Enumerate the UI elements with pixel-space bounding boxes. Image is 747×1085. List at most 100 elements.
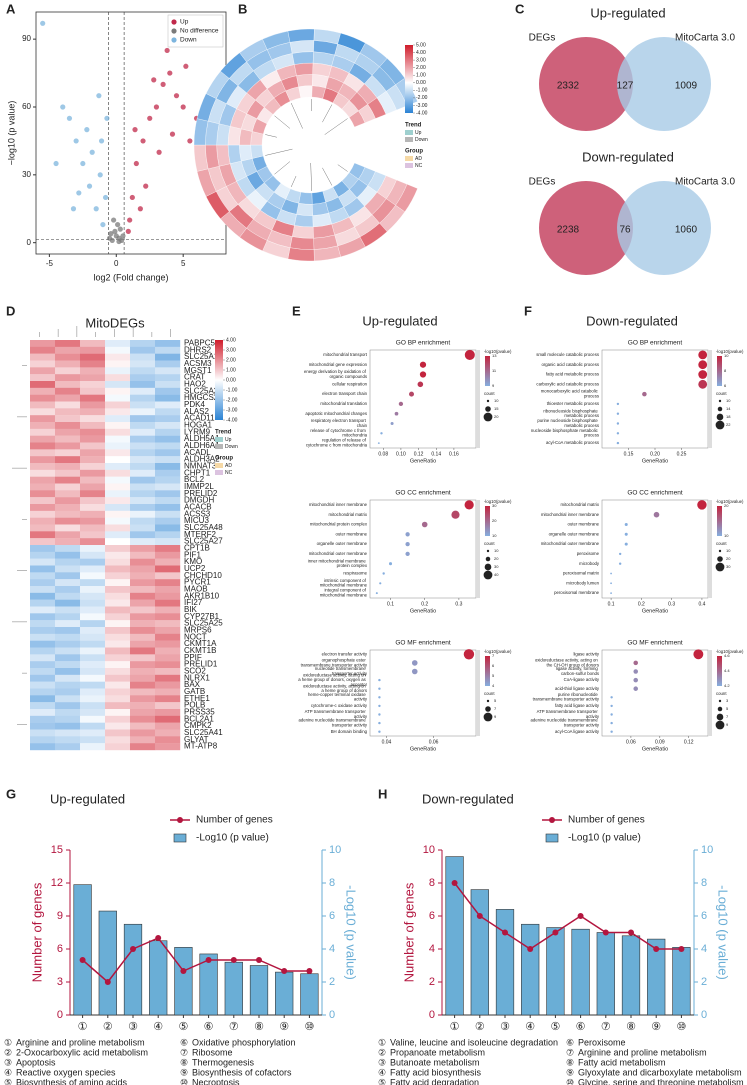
heat-cell (155, 353, 181, 361)
x-tick-label: 0.4 (698, 601, 705, 607)
point (108, 231, 114, 237)
heat-cell (80, 654, 106, 662)
heat-cell (155, 606, 181, 614)
heat-cell (30, 640, 56, 648)
term-label: heme-copper terminal oxidase activity (308, 692, 368, 702)
heat-cell (105, 387, 131, 395)
heat-cell (80, 476, 106, 484)
heat-cell (30, 504, 56, 512)
heat-cell (155, 408, 181, 416)
dot (464, 349, 475, 360)
x-axis-label: GeneRatio (410, 746, 436, 752)
row-label: SLC25A27 (184, 537, 223, 546)
dot (380, 432, 383, 435)
heat-cell (80, 627, 106, 635)
row-label: SLC25A25 (184, 619, 223, 628)
size-legend-dot (717, 706, 723, 712)
legend-label: Down (415, 137, 428, 143)
heat-cell (130, 353, 156, 361)
row-label: PRELID1 (184, 660, 218, 669)
heat-cell (55, 497, 81, 505)
colorbar (485, 356, 490, 386)
heat-cell (105, 688, 131, 696)
x-tick-label: 0.20 (650, 451, 660, 457)
term-label: integral component of mitochondrial memb… (320, 588, 368, 598)
heat-cell (130, 565, 156, 573)
row-label: SLC25A18 (184, 352, 223, 361)
heat-cell (30, 401, 56, 409)
bar (546, 927, 565, 1016)
heat-cell (105, 538, 131, 546)
heat-cell (105, 647, 131, 655)
heat-cell (298, 85, 313, 99)
heat-cell (55, 681, 81, 689)
dot (698, 379, 708, 389)
size-legend-label: 5 (726, 706, 729, 711)
colorbar-tick-label: -1.00 (416, 88, 428, 94)
heat-cell (105, 640, 131, 648)
legend-title: count (484, 691, 495, 696)
colorbar-tick-label: -3.00 (226, 407, 238, 413)
x-tick-label: ② (475, 1021, 485, 1033)
heat-cell (130, 428, 156, 436)
heat-cell (105, 661, 131, 669)
heat-cell (30, 661, 56, 669)
heat-cell (289, 40, 315, 54)
bar (275, 971, 294, 1016)
y-tick-label: 12 (51, 877, 63, 889)
key-label: Biosynthesis of amino acids (16, 1077, 128, 1085)
line-marker (230, 957, 237, 963)
heat-cell (155, 476, 181, 484)
heat-cell (55, 579, 81, 587)
x-tick-label: ⑧ (254, 1021, 264, 1033)
term-label: oxidoreductase activity, acting on a hem… (298, 672, 367, 687)
heat-cell (105, 736, 131, 744)
dot (616, 441, 620, 445)
heat-cell (130, 483, 156, 491)
heat-cell (30, 709, 56, 717)
colorbar-tick-label: 13 (492, 353, 497, 358)
line (82, 937, 310, 984)
dot (618, 552, 622, 556)
key-label: Biosynthesis of cofactors (192, 1067, 292, 1077)
heat-cell (250, 144, 264, 159)
point (89, 149, 95, 155)
key-label: Necroptosis (192, 1077, 240, 1085)
legend-title: -log10(pvalue) (484, 649, 512, 654)
heat-cell (80, 442, 106, 450)
legend-title: count (484, 391, 495, 396)
legend-swatch (405, 137, 413, 142)
dot (379, 582, 382, 585)
point (70, 206, 77, 212)
line (454, 882, 682, 950)
heat-cell (130, 681, 156, 689)
heat-cell (80, 374, 106, 382)
dot (642, 391, 647, 397)
row-label: PPIF (184, 653, 202, 662)
colorbar-tick-label: 10 (724, 353, 729, 358)
heat-cell (30, 572, 56, 580)
heat-cell (155, 394, 181, 402)
x-tick-label: ⑤ (178, 1021, 188, 1033)
heat-cell (130, 517, 156, 525)
y2-tick-label: 6 (329, 910, 335, 922)
point (137, 206, 143, 212)
heat-cell (30, 483, 56, 491)
heatmap-title: MitoDEGs (85, 315, 145, 330)
x-tick-label: 0.12 (414, 451, 424, 457)
dot (653, 511, 660, 518)
venn-count: 1009 (675, 81, 698, 92)
row-label: DMGDH (184, 496, 214, 505)
heat-cell (239, 144, 253, 162)
row-label: PYCR1 (184, 578, 211, 587)
size-legend-label: 9 (494, 714, 497, 719)
term-label: mitochondrial protein complex (310, 522, 368, 527)
heat-cell (289, 236, 315, 250)
heat-cell (55, 599, 81, 607)
row-label: CHPT1 (184, 468, 211, 477)
point (183, 63, 189, 69)
y-tick-label: 6 (57, 943, 63, 955)
y2-tick-label: 8 (701, 877, 707, 889)
heat-cell (155, 668, 181, 676)
